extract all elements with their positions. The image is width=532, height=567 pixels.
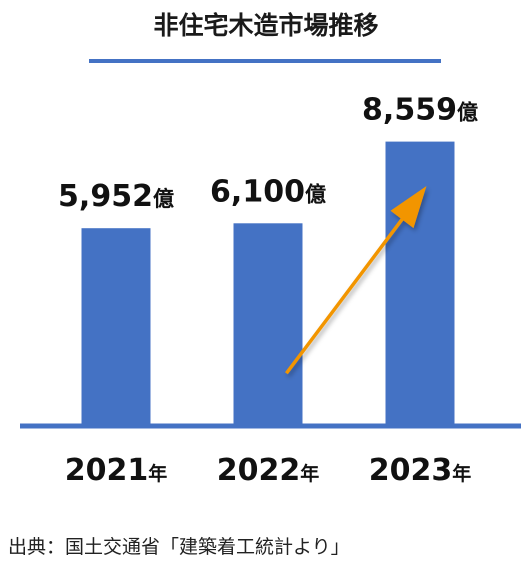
value-label-2023: 8,559億 bbox=[362, 93, 478, 128]
category-label-2022: 2022年 bbox=[217, 453, 320, 488]
value-unit: 億 bbox=[153, 187, 174, 211]
value-number: 6,100 bbox=[210, 174, 305, 209]
category-year: 2023 bbox=[369, 453, 453, 488]
category-labels-layer: 2021年 2022年 2023年 bbox=[65, 453, 472, 488]
bar-2021 bbox=[81, 228, 151, 426]
category-label-2023: 2023年 bbox=[369, 453, 472, 488]
value-unit: 億 bbox=[457, 101, 478, 125]
category-unit: 年 bbox=[452, 462, 471, 485]
category-year: 2022 bbox=[217, 453, 301, 488]
category-year: 2021 bbox=[65, 453, 149, 488]
source-note: 出典：国土交通省「建築着工統計より」 bbox=[8, 536, 350, 558]
bar-2023 bbox=[385, 141, 455, 426]
trend-arrow-icon bbox=[285, 186, 427, 375]
value-label-2021: 5,952億 bbox=[58, 179, 174, 214]
value-label-2022: 6,100億 bbox=[210, 174, 326, 209]
bar-2022 bbox=[233, 223, 303, 426]
chart-title: 非住宅木造市場推移 bbox=[153, 11, 378, 40]
category-label-2021: 2021年 bbox=[65, 453, 168, 488]
category-unit: 年 bbox=[300, 462, 319, 485]
value-unit: 億 bbox=[305, 182, 326, 206]
category-unit: 年 bbox=[148, 462, 167, 485]
bars-layer bbox=[81, 141, 455, 426]
value-number: 8,559 bbox=[362, 93, 457, 128]
value-number: 5,952 bbox=[58, 179, 153, 214]
